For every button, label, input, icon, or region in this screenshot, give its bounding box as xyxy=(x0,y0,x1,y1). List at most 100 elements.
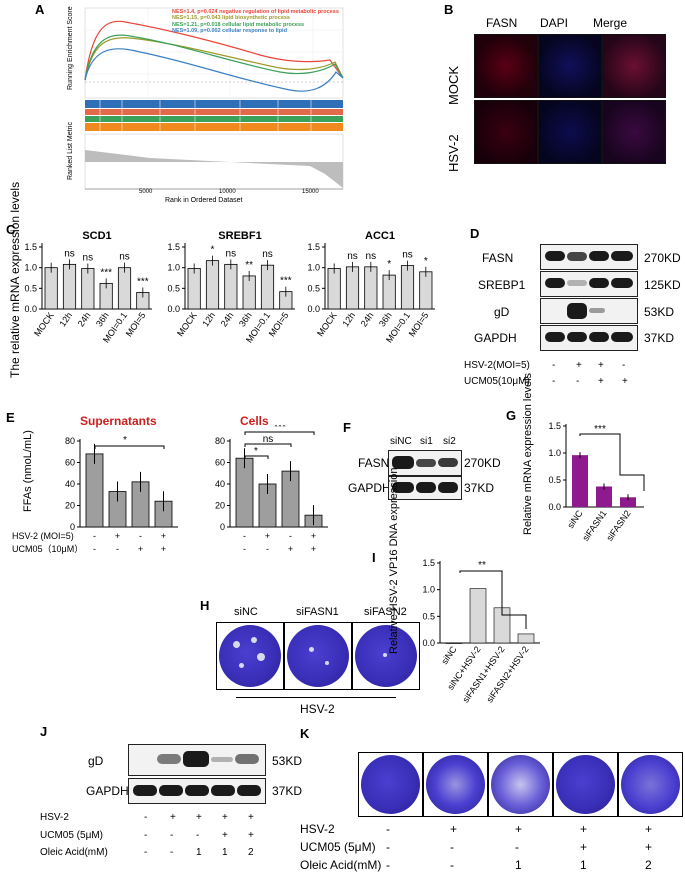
ffa-cell-cond-hsv-2: - xyxy=(289,531,292,541)
g-sig: *** xyxy=(594,424,606,435)
qpcr-xlabel-0-5: MOI=5 xyxy=(124,310,148,338)
k-plate-3 xyxy=(488,752,553,817)
gsea-xtick-2: 10000 xyxy=(219,189,236,195)
ffa-title-cells: Cells xyxy=(240,414,269,428)
wj-hsv-5: + xyxy=(248,812,254,823)
qpcr-title-2: ACC1 xyxy=(365,230,395,242)
gsea-legend: NES=1.4, p=0.024 negative regulation of … xyxy=(172,9,339,34)
k-oa-4: 1 xyxy=(580,858,587,872)
qpcr-yticklabel-2-1: 0.5 xyxy=(307,283,320,293)
wd-blot-gd xyxy=(540,298,638,324)
qpcr-xlabel-2-0: MOCK xyxy=(315,310,339,338)
panel-label-f: F xyxy=(343,420,351,435)
wj-blot-gapdh xyxy=(128,778,266,804)
panel-label-h: H xyxy=(200,598,210,613)
ffa-cell-cond-hsv-1: + xyxy=(265,531,270,541)
qpcr-sig-1-5: *** xyxy=(280,276,292,287)
qpcr-xlabel-0-2: 24h xyxy=(76,310,93,328)
wj-oa-5: 2 xyxy=(248,847,254,858)
k-hsv-1: - xyxy=(386,822,390,836)
wj-cond-oa-label: Oleic Acid(mM) xyxy=(40,847,108,858)
i-yticklabel-1: 0.5 xyxy=(422,611,435,621)
panel-label-b: B xyxy=(444,2,454,17)
ffa-sup-cond-ucm-3: + xyxy=(161,544,166,554)
h-plate-sifasn2 xyxy=(352,622,420,690)
wf-lane-si2: si2 xyxy=(443,436,456,447)
wd-hsv-4: - xyxy=(622,360,626,371)
qpcr-bar-2-2 xyxy=(364,266,378,310)
wd-hsv-3: + xyxy=(598,360,604,371)
ffa-sup-cond-ucm-1: - xyxy=(116,544,119,554)
ffa-cell-yticklabel-3: 60 xyxy=(215,458,225,468)
i-yticklabel-2: 1.0 xyxy=(422,585,435,595)
wd-ucm-1: - xyxy=(552,376,556,387)
if-image-mock-dapi xyxy=(538,34,602,98)
qpcr-bar-2-4 xyxy=(400,265,415,310)
ffa-cond-ucm-label: UCM05（10μM） xyxy=(12,544,83,554)
western-f: siNC si1 si2 FASN GAPDH 270KD 37KD xyxy=(342,436,502,516)
qpcr-bar-0-0 xyxy=(44,267,58,310)
qpcr-sig-2-5: * xyxy=(424,256,428,267)
k-plate-5 xyxy=(618,752,683,817)
qpcr-sig-0-5: *** xyxy=(137,276,149,287)
hits-orange xyxy=(85,123,343,131)
if-image-hsv2-dapi xyxy=(538,100,602,164)
gsea-legend-4: NES=1.09, p=0.002 cellular response to l… xyxy=(172,27,287,34)
wd-size-3: 53KD xyxy=(644,305,675,319)
k-hsv-3: + xyxy=(515,822,523,836)
qpcr-yticklabel-0-0: 0.0 xyxy=(24,304,37,314)
qpcr-sig-0-4: ns xyxy=(119,252,130,263)
wd-row-fasn: FASN xyxy=(482,251,514,265)
g-yticklabel-2: 1.0 xyxy=(548,448,561,458)
qpcr-xlabel-0-1: 12h xyxy=(57,310,74,328)
qpcr-yticklabel-2-2: 1.0 xyxy=(307,263,320,273)
if-col-fasn: FASN xyxy=(486,16,518,30)
k-ucm-1: - xyxy=(386,840,390,854)
g-xlabel-2: siFASN2 xyxy=(604,508,632,542)
if-image-mock-fasn xyxy=(474,34,538,98)
wj-ucm-2: - xyxy=(170,830,174,841)
k-plate-2 xyxy=(423,752,488,817)
wd-cond-hsv-label: HSV-2(MOI=5) xyxy=(464,360,530,371)
i-bar-1 xyxy=(469,588,487,644)
ffa-cell-cond-ucm-0: - xyxy=(243,544,246,554)
if-row-hsv2: HSV-2 xyxy=(446,134,461,172)
k-cond-hsv-label: HSV-2 xyxy=(300,822,335,836)
wj-row-gd: gD xyxy=(88,754,104,768)
wf-row-gapdh: GAPDH xyxy=(348,481,391,495)
panel-label-e: E xyxy=(6,410,15,425)
k-oa-1: - xyxy=(386,858,390,872)
qpcr-sig-0-1: ns xyxy=(64,248,75,259)
wf-size-2: 37KD xyxy=(464,481,495,495)
qpcr-bar-0-2 xyxy=(81,268,95,310)
gsea-legend-2: NES=1.15, p=0.043 lipid biosynthetic pro… xyxy=(172,15,290,22)
gsea-xtick-3: 15000 xyxy=(302,189,319,195)
wj-ucm-4: + xyxy=(222,830,228,841)
gsea-xtick-1: 5000 xyxy=(139,189,153,195)
g-bar-2 xyxy=(620,497,636,507)
ffa-sup-sig: * xyxy=(123,435,127,446)
qpcr-sig-2-4: ns xyxy=(402,250,413,261)
qpcr-sig-1-4: ns xyxy=(262,249,273,260)
wd-row-srebp1: SREBP1 xyxy=(478,278,526,292)
wj-cond-hsv-label: HSV-2 xyxy=(40,812,69,823)
qpcr-sig-2-3: * xyxy=(387,259,391,270)
ffa-sup-cond-hsv-1: + xyxy=(115,531,120,541)
wj-hsv-3: + xyxy=(196,812,202,823)
k-cond-ucm-label: UCM05 (5μM) xyxy=(300,840,376,854)
qpcr-xlabel-1-2: 24h xyxy=(219,310,236,328)
qpcr-title-0: SCD1 xyxy=(82,230,111,242)
ffa-cell-cond-ucm-1: - xyxy=(266,544,269,554)
k-plate-4 xyxy=(553,752,618,817)
qpcr-yticklabel-0-2: 1.0 xyxy=(24,263,37,273)
ffa-cell-sig-3: * xyxy=(254,446,258,457)
es-curve-green xyxy=(84,34,344,81)
g-yticklabel-0: 0.0 xyxy=(548,502,561,512)
wj-hsv-4: + xyxy=(222,812,228,823)
qpcr-bar-2-3 xyxy=(382,274,396,310)
wj-oa-3: 1 xyxy=(196,847,202,858)
ffa-cell-yticklabel-0: 0 xyxy=(220,522,225,532)
qpcr-bar-1-4 xyxy=(260,264,275,310)
wj-ucm-5: + xyxy=(248,830,254,841)
